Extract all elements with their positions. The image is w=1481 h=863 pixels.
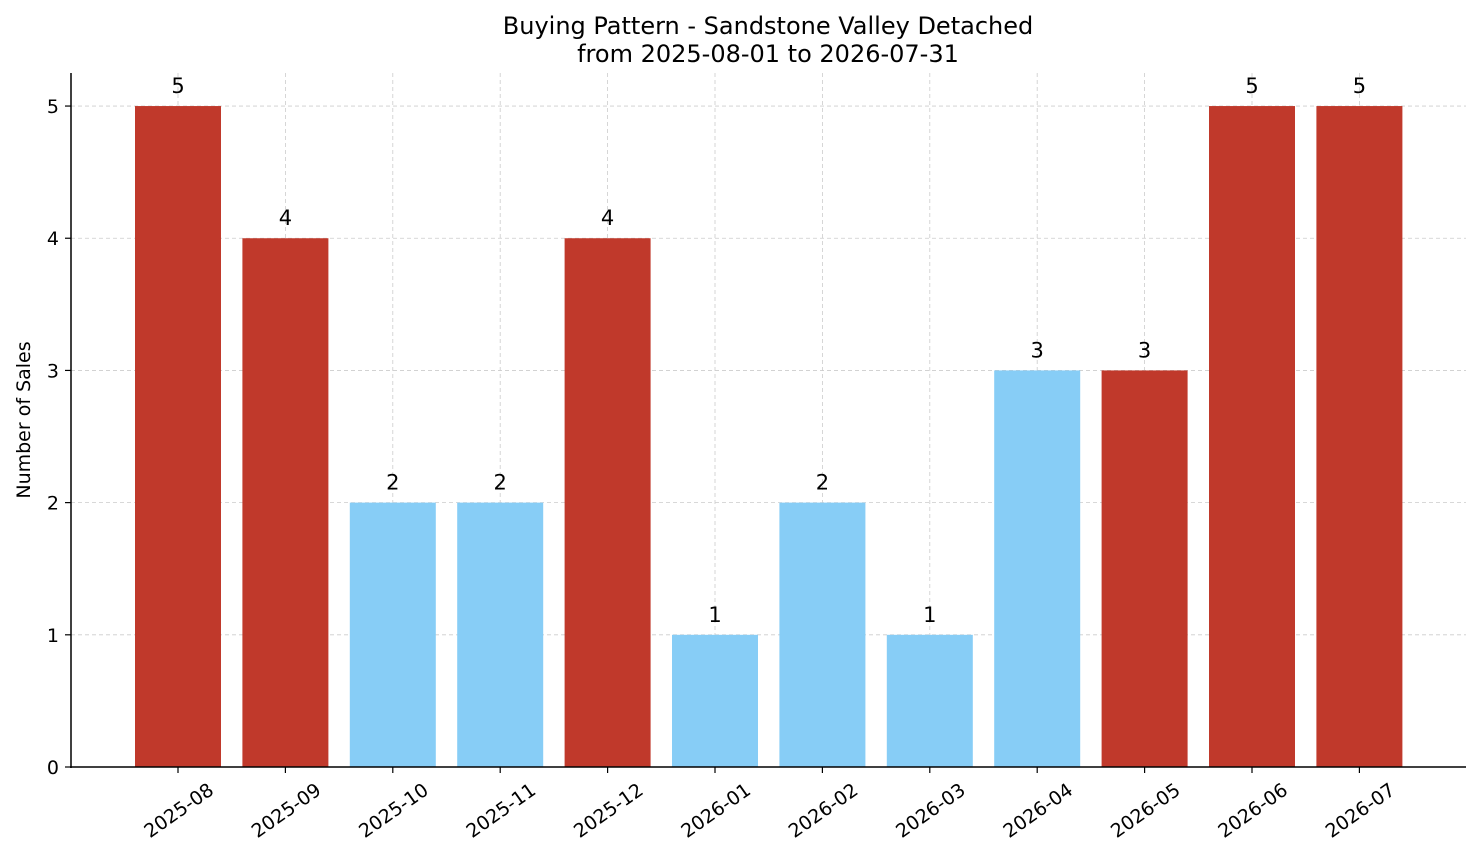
data-label: 4 <box>601 206 614 230</box>
bar <box>135 106 221 768</box>
data-label: 5 <box>1353 74 1366 98</box>
data-label: 2 <box>386 471 399 495</box>
data-label: 5 <box>1245 74 1258 98</box>
chart-title: Buying Pattern - Sandstone Valley Detach… <box>503 12 1033 40</box>
y-axis-label: Number of Sales <box>13 341 35 498</box>
y-tick-label: 5 <box>47 96 59 118</box>
data-label: 1 <box>923 603 936 627</box>
x-tick-label: 2026-02 <box>785 779 863 843</box>
data-labels: 5 4 2 2 4 1 2 1 3 3 5 5 <box>171 74 1366 627</box>
data-label: 2 <box>816 471 829 495</box>
y-tick-label: 1 <box>47 625 59 647</box>
bar <box>1316 106 1403 768</box>
x-tick-label: 2026-04 <box>999 779 1077 843</box>
bar <box>242 238 329 767</box>
bar <box>1209 106 1295 768</box>
axes <box>70 73 1466 768</box>
bar <box>886 634 973 767</box>
data-label: 3 <box>1031 338 1044 362</box>
bar <box>994 370 1081 767</box>
x-tick-label: 2025-11 <box>462 779 540 843</box>
chart-subtitle: from 2025-08-01 to 2026-07-31 <box>577 40 959 68</box>
x-tick-label: 2025-10 <box>355 779 433 843</box>
bars <box>135 106 1403 768</box>
data-label: 5 <box>171 74 184 98</box>
x-tick-label: 2026-05 <box>1107 779 1185 843</box>
data-label: 2 <box>494 471 507 495</box>
data-label: 3 <box>1138 338 1151 362</box>
x-tick-label: 2026-06 <box>1214 779 1292 843</box>
y-tick-label: 2 <box>47 493 59 515</box>
bar <box>672 634 758 767</box>
y-tick-label: 3 <box>47 360 59 382</box>
x-tick-label: 2026-03 <box>892 779 970 843</box>
x-tick-label: 2026-07 <box>1322 779 1400 843</box>
bar <box>1101 370 1188 767</box>
bar <box>457 502 544 767</box>
bar <box>779 502 866 767</box>
y-tick-label: 4 <box>47 228 59 250</box>
bar <box>564 238 651 767</box>
x-tick-label: 2025-12 <box>570 779 648 843</box>
bar <box>349 502 436 767</box>
x-tick-label: 2025-09 <box>248 779 326 843</box>
x-tick-label: 2025-08 <box>140 779 218 843</box>
data-label: 1 <box>708 603 721 627</box>
data-label: 4 <box>279 206 292 230</box>
y-tick-label: 0 <box>47 757 59 779</box>
x-tick-label: 2026-01 <box>677 779 755 843</box>
